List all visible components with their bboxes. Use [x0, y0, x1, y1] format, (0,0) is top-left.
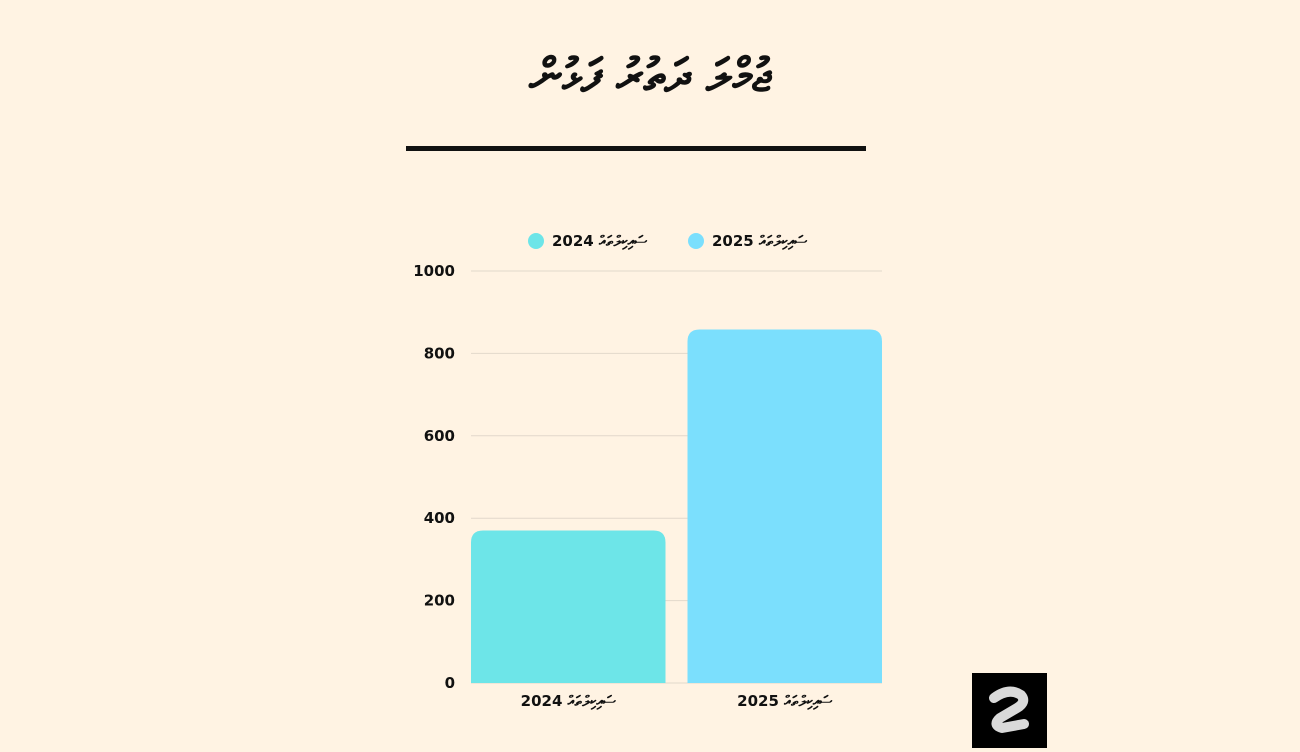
y-tick-label: 400 — [424, 509, 455, 527]
legend-label: 2024 ސައިކިލްތައް — [552, 232, 648, 250]
y-tick-label: 0 — [445, 674, 455, 692]
bar — [471, 530, 666, 683]
bar — [687, 329, 882, 683]
x-tick-label: 2024 ސައިކިލްތައް — [521, 692, 617, 710]
chart-title: ޖުމްލަ ދަތުރު ފަޅުން — [529, 48, 771, 102]
legend-label: 2025 ސައިކިލްތައް — [712, 232, 808, 250]
legend-swatch — [528, 233, 544, 249]
title-underline — [406, 146, 866, 151]
y-tick-label: 200 — [424, 592, 455, 610]
y-tick-label: 1000 — [413, 262, 455, 280]
legend-swatch — [688, 233, 704, 249]
y-tick-label: 800 — [424, 344, 455, 362]
x-tick-label: 2025 ސައިކިލްތައް — [737, 692, 833, 710]
logo-glyph-icon — [989, 686, 1029, 733]
brand-logo — [972, 673, 1047, 748]
y-tick-label: 600 — [424, 427, 455, 445]
